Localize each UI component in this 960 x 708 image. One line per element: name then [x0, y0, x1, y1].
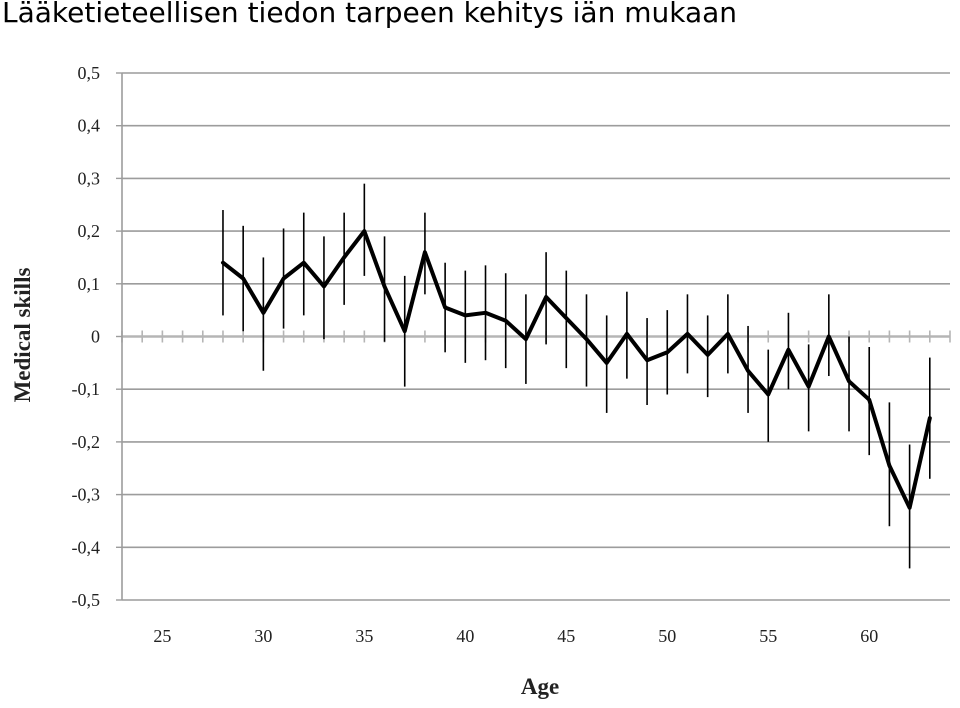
- data-point: [706, 353, 710, 357]
- x-tick-label: 50: [658, 626, 676, 646]
- x-tick-label: 40: [456, 626, 474, 646]
- y-tick-label: -0,2: [72, 432, 101, 452]
- y-axis-label: Medical skills: [10, 268, 35, 403]
- data-point: [362, 229, 366, 233]
- y-axis: 0,5 0,4 0,3 0,2 0,1 0 -0,1 -0,2 -0,3 -0,4 -0,5: [72, 63, 123, 610]
- y-tick-label: 0,3: [78, 168, 101, 188]
- data-point: [645, 358, 649, 362]
- data-point: [403, 329, 407, 333]
- data-point: [383, 284, 387, 288]
- y-tick-label: -0,3: [72, 485, 101, 505]
- y-tick-label: -0,5: [72, 590, 101, 610]
- x-tick-label: 45: [557, 626, 575, 646]
- data-point: [827, 335, 831, 338]
- data-point: [443, 306, 447, 310]
- data-point: [665, 350, 669, 354]
- data-point: [605, 361, 609, 365]
- data-point: [847, 379, 851, 383]
- data-point: [928, 416, 932, 420]
- data-point: [786, 348, 790, 352]
- data-point: [867, 398, 871, 402]
- data-point: [766, 392, 770, 396]
- x-axis: 25 30 35 40 45 50 55 60: [121, 330, 951, 646]
- y-tick-label: 0: [91, 327, 100, 347]
- x-axis-label: Age: [521, 674, 559, 699]
- data-point: [342, 255, 346, 259]
- data-point: [302, 261, 306, 265]
- data-point: [726, 332, 730, 336]
- grid-lines: [122, 72, 950, 601]
- data-point: [241, 277, 245, 281]
- series-group: [221, 229, 932, 510]
- data-point: [221, 261, 225, 265]
- data-point: [564, 316, 568, 320]
- data-point: [544, 295, 548, 299]
- data-point: [807, 385, 811, 389]
- page-title: Lääketieteellisen tiedon tarpeen kehitys…: [2, 0, 738, 29]
- data-point: [423, 250, 427, 254]
- data-point: [685, 332, 689, 336]
- error-bars: [222, 183, 931, 569]
- y-tick-label: -0,4: [72, 537, 101, 557]
- y-tick-label: 0,5: [78, 63, 101, 83]
- data-point: [261, 311, 265, 315]
- x-tick-label: 60: [860, 626, 878, 646]
- data-point: [504, 319, 508, 323]
- x-tick-label: 55: [759, 626, 777, 646]
- data-point: [484, 311, 488, 315]
- data-point: [463, 313, 467, 317]
- data-point: [887, 464, 891, 468]
- data-point: [584, 337, 588, 341]
- data-point: [282, 277, 286, 281]
- x-tick-label: 30: [254, 626, 272, 646]
- data-point: [746, 369, 750, 373]
- y-tick-label: 0,1: [78, 274, 101, 294]
- x-tick-label: 25: [153, 626, 171, 646]
- data-point: [322, 284, 326, 288]
- y-tick-label: 0,2: [78, 221, 101, 241]
- data-point: [524, 337, 528, 341]
- series-line: [221, 229, 932, 510]
- data-point: [908, 506, 912, 510]
- y-tick-label: -0,1: [72, 379, 101, 399]
- y-tick-label: 0,4: [78, 116, 101, 136]
- data-point: [625, 332, 629, 336]
- x-tick-label: 35: [355, 626, 373, 646]
